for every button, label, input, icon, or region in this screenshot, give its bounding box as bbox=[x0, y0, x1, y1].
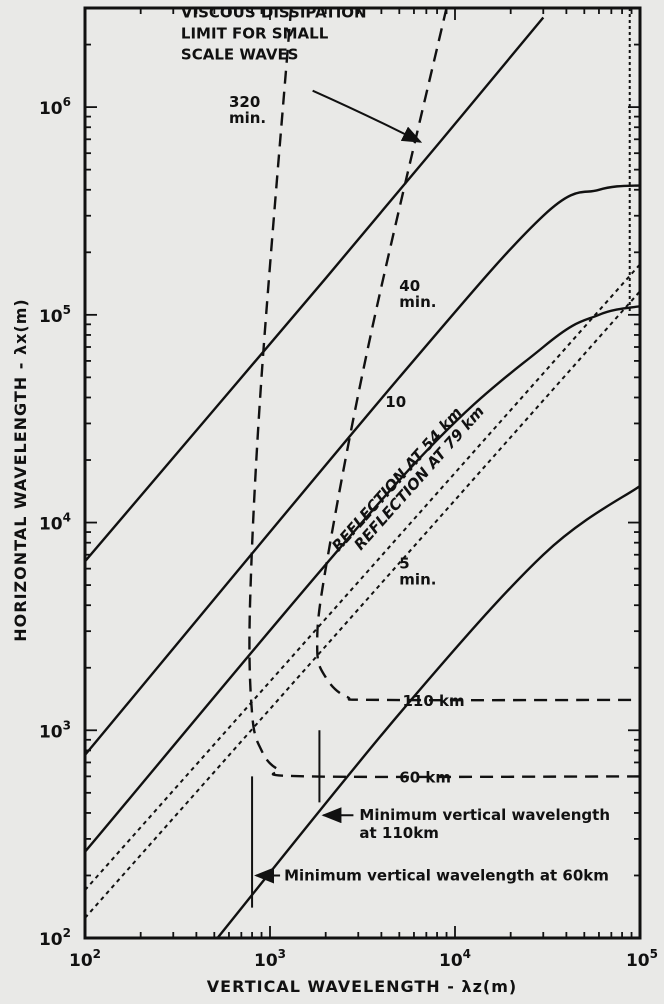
y-axis-title: HORIZONTAL WAVELENGTH - λx(m) bbox=[11, 298, 30, 641]
reflection-line-2 bbox=[85, 290, 640, 919]
x-tick-label-5: 105 bbox=[626, 947, 658, 971]
viscous-arrow bbox=[312, 89, 423, 143]
reflection-line-1 bbox=[85, 263, 640, 891]
period-label-min-320: min. bbox=[229, 109, 266, 127]
reflection-label-79km: REFLECTION AT 79 km bbox=[350, 402, 488, 553]
period-line-40 bbox=[85, 184, 640, 756]
min-110km-annotation-line-1: Minimum vertical wavelength bbox=[359, 806, 610, 824]
period-label-320: 320 bbox=[229, 93, 260, 111]
period-label-10: 10 bbox=[385, 393, 406, 411]
period-label-min-5: min. bbox=[399, 571, 436, 589]
plot-frame bbox=[83, 6, 642, 940]
y-tick-label-6: 106 bbox=[39, 95, 71, 119]
period-line-320 bbox=[85, 16, 545, 563]
x-tick-label-2: 102 bbox=[69, 947, 101, 971]
x-tick-label-3: 103 bbox=[254, 947, 286, 971]
period-label-min-40: min. bbox=[399, 293, 436, 311]
viscous-annotation-line-3: SCALE WAVES bbox=[181, 46, 299, 64]
period-line-5 bbox=[216, 485, 640, 938]
y-tick-label-5: 105 bbox=[39, 303, 71, 327]
viscous-annotation-line-1: VISCOUS DISSIPATION bbox=[181, 4, 367, 22]
x-axis-title: VERTICAL WAVELENGTH - λz(m) bbox=[207, 977, 517, 996]
period-label-40: 40 bbox=[399, 277, 420, 295]
y-tick-label-2: 102 bbox=[39, 926, 71, 950]
reflection-label-54km: REFLECTION AT 54 km bbox=[328, 404, 466, 555]
dissipation-curve-110km bbox=[315, 8, 640, 702]
dissipation-label-60km: 60 km bbox=[399, 768, 451, 786]
y-tick-label-4: 104 bbox=[39, 511, 71, 535]
viscous-annotation-line-2: LIMIT FOR SMALL bbox=[181, 25, 329, 43]
curves-layer bbox=[85, 8, 640, 938]
dissipation-curve-60km bbox=[248, 8, 640, 779]
min-110km-annotation-line-2: at 110km bbox=[359, 824, 438, 842]
dissipation-label-110km: 110 km bbox=[402, 692, 464, 710]
period-label-5: 5 bbox=[399, 555, 409, 573]
period-line-10 bbox=[85, 305, 640, 853]
x-tick-label-4: 104 bbox=[439, 947, 471, 971]
y-tick-label-3: 103 bbox=[39, 718, 71, 742]
min-60km-annotation: Minimum vertical wavelength at 60km bbox=[284, 866, 609, 884]
